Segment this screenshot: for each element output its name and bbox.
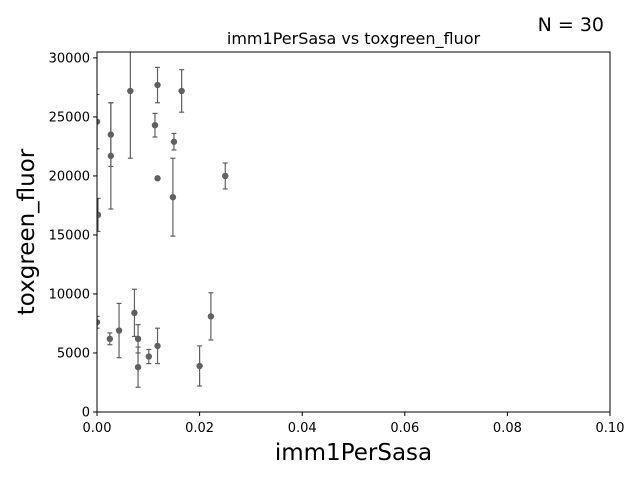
data-point — [134, 346, 142, 388]
data-point — [97, 197, 102, 233]
y-tick-label: 30000 — [49, 51, 90, 66]
data-point-marker — [169, 193, 177, 201]
data-point-marker — [134, 335, 142, 343]
x-tick-label: 0.08 — [493, 421, 522, 436]
y-tick-label: 15000 — [49, 228, 90, 243]
y-tick-label: 5000 — [57, 346, 90, 361]
data-point — [154, 66, 161, 104]
data-point-marker — [154, 81, 161, 89]
data-point — [196, 345, 203, 387]
data-point — [154, 175, 161, 182]
data-point — [178, 69, 185, 113]
data-point — [127, 52, 134, 159]
data-point — [207, 292, 215, 341]
x-tick-label: 0.06 — [390, 421, 419, 436]
data-point-marker — [170, 138, 178, 145]
data-point-marker — [127, 87, 134, 95]
data-point-marker — [145, 353, 153, 360]
data-point-marker — [97, 211, 102, 219]
data-point — [145, 348, 153, 365]
data-point — [170, 132, 178, 151]
data-point-marker — [196, 362, 203, 370]
chart-title: imm1PerSasa vs toxgreen_fluor — [227, 29, 481, 49]
data-point-marker — [178, 87, 185, 95]
data-point-marker — [134, 363, 142, 371]
x-tick-label: 0.10 — [596, 421, 625, 436]
x-tick-label: 0.04 — [288, 421, 317, 436]
data-point-marker — [97, 319, 101, 326]
y-tick-label: 20000 — [49, 169, 90, 184]
data-point — [222, 162, 229, 190]
data-point — [154, 327, 161, 365]
sample-count-annotation: N = 30 — [538, 14, 604, 36]
data-point — [106, 332, 114, 346]
data-point-marker — [106, 335, 114, 343]
data-point-marker — [115, 327, 123, 334]
data-point-marker — [151, 121, 159, 129]
x-axis-label: imm1PerSasa — [275, 440, 432, 466]
data-point — [115, 302, 123, 359]
x-tick-label: 0.02 — [185, 421, 214, 436]
data-points — [97, 52, 229, 388]
plot-area — [96, 51, 611, 413]
x-tick-label: 0.00 — [83, 421, 112, 436]
data-point — [97, 315, 101, 329]
y-tick-label: 0 — [82, 406, 90, 421]
data-point-marker — [207, 313, 215, 320]
data-point-marker — [97, 118, 101, 125]
data-point-marker — [107, 152, 115, 160]
y-axis: 0 5000 10000 15000 20000 25000 30000 — [49, 51, 97, 421]
plot-frame — [96, 51, 611, 413]
data-point — [151, 112, 159, 138]
y-axis-label: toxgreen_fluor — [14, 148, 40, 315]
data-point — [131, 288, 138, 338]
data-point — [169, 157, 177, 237]
data-point-marker — [131, 309, 138, 317]
data-point-marker — [222, 172, 229, 180]
data-point — [97, 93, 101, 150]
data-point-marker — [154, 175, 161, 182]
x-axis: 0.00 0.02 0.04 0.06 0.08 0.10 — [83, 412, 625, 436]
data-point — [107, 102, 115, 210]
y-tick-label: 10000 — [49, 287, 90, 302]
y-tick-label: 25000 — [49, 110, 90, 125]
data-point-marker — [154, 342, 161, 350]
